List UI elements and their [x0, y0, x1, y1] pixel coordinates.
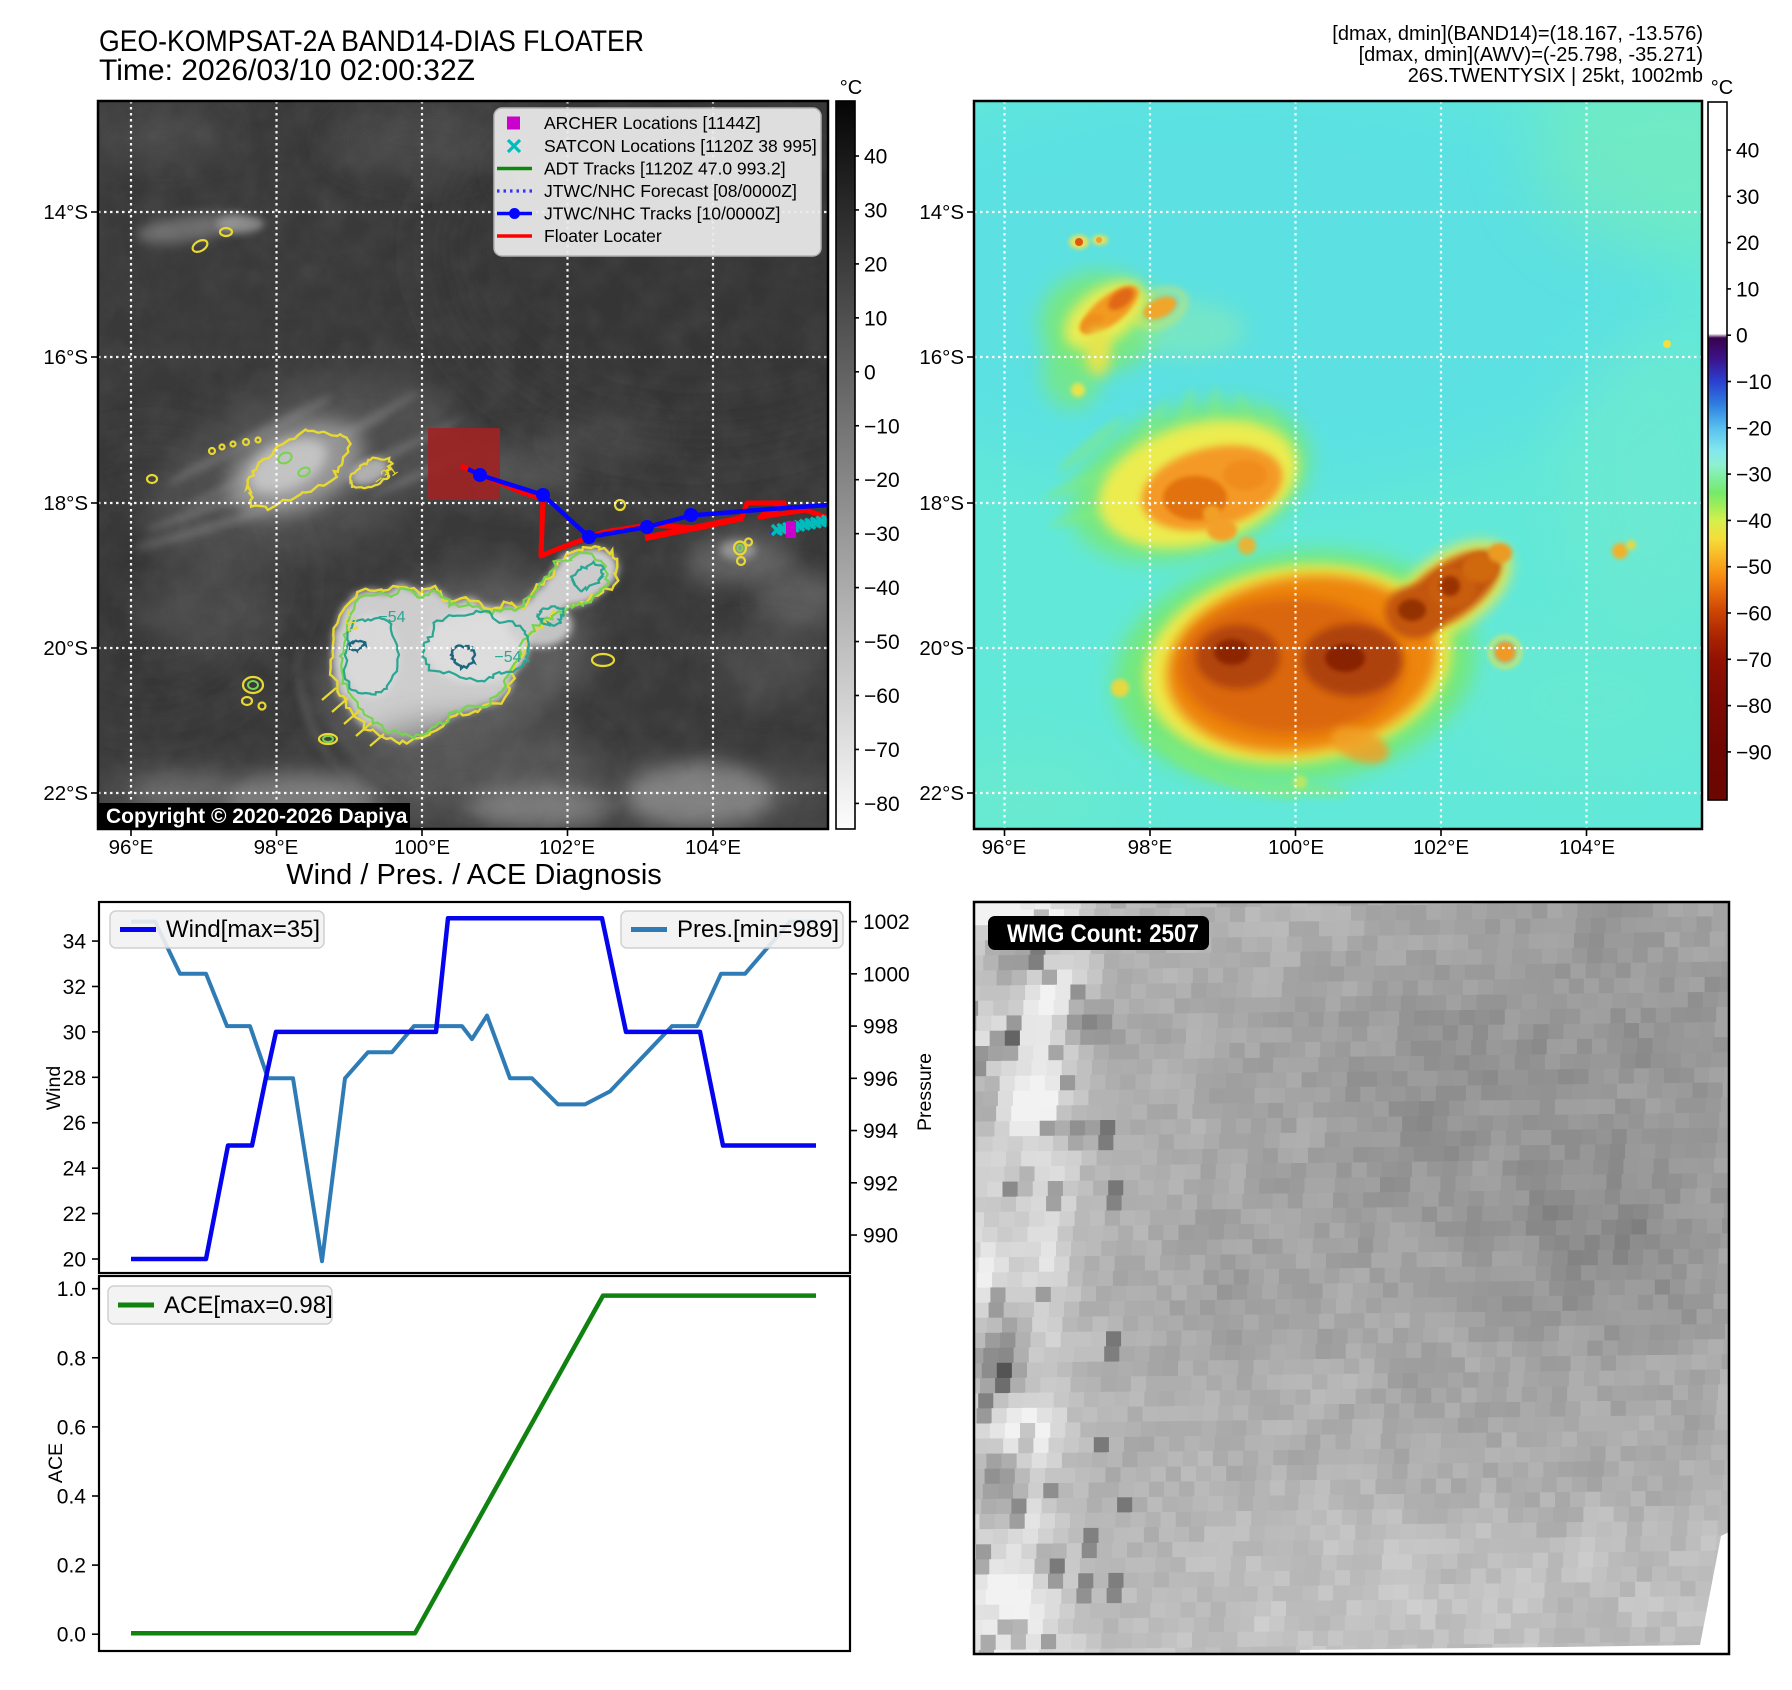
svg-text:32: 32 — [63, 976, 86, 999]
svg-text:Time: 2026/03/10 02:00:32Z: Time: 2026/03/10 02:00:32Z — [99, 54, 475, 87]
svg-text:−70: −70 — [864, 739, 900, 762]
svg-text:0: 0 — [864, 361, 876, 384]
svg-text:40: 40 — [864, 146, 887, 169]
svg-text:WMG Count: 2507: WMG Count: 2507 — [1007, 920, 1199, 948]
svg-text:−60: −60 — [864, 685, 900, 708]
svg-text:10: 10 — [1736, 278, 1759, 301]
svg-text:−50: −50 — [864, 631, 900, 654]
svg-text:[dmax, dmin](AWV)=(-25.798, -3: [dmax, dmin](AWV)=(-25.798, -35.271) — [1359, 44, 1703, 66]
svg-text:34: 34 — [63, 931, 87, 954]
svg-text:994: 994 — [863, 1120, 898, 1143]
svg-text:Copyright © 2020-2026 Dapiya: Copyright © 2020-2026 Dapiya — [106, 805, 408, 828]
svg-text:20°S: 20°S — [43, 637, 88, 660]
svg-text:JTWC/NHC Forecast [08/0000Z]: JTWC/NHC Forecast [08/0000Z] — [544, 181, 797, 201]
svg-text:40: 40 — [1736, 140, 1759, 163]
svg-text:−30: −30 — [1736, 464, 1772, 487]
svg-text:JTWC/NHC Tracks [10/0000Z]: JTWC/NHC Tracks [10/0000Z] — [544, 204, 780, 224]
svg-text:−30: −30 — [864, 523, 900, 546]
svg-text:Floater Locater: Floater Locater — [544, 226, 662, 246]
svg-text:10: 10 — [864, 307, 887, 330]
svg-text:96°E: 96°E — [982, 836, 1027, 859]
svg-text:−40: −40 — [864, 577, 900, 600]
svg-text:−20: −20 — [864, 469, 900, 492]
svg-text:104°E: 104°E — [685, 836, 741, 859]
svg-text:14°S: 14°S — [43, 201, 88, 224]
svg-text:18°S: 18°S — [43, 492, 88, 515]
svg-text:Wind / Pres. / ACE Diagnosis: Wind / Pres. / ACE Diagnosis — [286, 859, 662, 891]
svg-text:14°S: 14°S — [919, 201, 964, 224]
svg-text:998: 998 — [863, 1016, 898, 1039]
svg-text:ACE: ACE — [45, 1443, 67, 1483]
svg-text:−20: −20 — [1736, 417, 1772, 440]
svg-text:−10: −10 — [1736, 371, 1772, 394]
svg-text:0.0: 0.0 — [57, 1624, 86, 1647]
svg-text:−40: −40 — [1736, 510, 1772, 533]
svg-text:20°S: 20°S — [919, 637, 964, 660]
svg-text:98°E: 98°E — [1128, 836, 1173, 859]
svg-text:0.2: 0.2 — [57, 1555, 86, 1578]
svg-text:22°S: 22°S — [43, 782, 88, 805]
svg-text:−90: −90 — [1736, 741, 1772, 764]
svg-text:−54: −54 — [378, 609, 405, 626]
svg-text:16°S: 16°S — [43, 346, 88, 369]
svg-text:20: 20 — [1736, 232, 1759, 255]
svg-text:GEO-KOMPSAT-2A BAND14-DIAS FLO: GEO-KOMPSAT-2A BAND14-DIAS FLOATER — [99, 25, 644, 58]
svg-text:16°S: 16°S — [919, 346, 964, 369]
svg-text:SATCON Locations [1120Z 38 995: SATCON Locations [1120Z 38 995] — [544, 136, 817, 156]
svg-text:−50: −50 — [1736, 556, 1772, 579]
svg-text:Wind[max=35]: Wind[max=35] — [166, 916, 320, 943]
svg-text:102°E: 102°E — [539, 836, 595, 859]
svg-text:0: 0 — [1736, 325, 1748, 348]
svg-text:102°E: 102°E — [1413, 836, 1469, 859]
svg-text:°C: °C — [840, 77, 862, 99]
svg-text:1.0: 1.0 — [57, 1278, 86, 1301]
svg-text:−80: −80 — [864, 793, 900, 816]
svg-text:−60: −60 — [1736, 603, 1772, 626]
svg-text:30: 30 — [1736, 186, 1759, 209]
svg-text:−70: −70 — [1736, 649, 1772, 672]
svg-text:996: 996 — [863, 1068, 898, 1091]
svg-text:−54: −54 — [494, 649, 521, 666]
svg-text:1000: 1000 — [863, 963, 910, 986]
svg-text:−80: −80 — [1736, 695, 1772, 718]
svg-text:24: 24 — [63, 1158, 87, 1181]
svg-text:26S.TWENTYSIX | 25kt, 1002mb: 26S.TWENTYSIX | 25kt, 1002mb — [1408, 65, 1703, 87]
svg-text:Wind: Wind — [43, 1066, 65, 1110]
svg-text:ACE[max=0.98]: ACE[max=0.98] — [164, 1292, 333, 1319]
svg-text:Pres.[min=989]: Pres.[min=989] — [677, 916, 839, 943]
svg-text:26: 26 — [63, 1112, 86, 1135]
svg-text:30: 30 — [63, 1021, 86, 1044]
svg-text:−10: −10 — [864, 415, 900, 438]
svg-text:°C: °C — [1711, 77, 1733, 99]
svg-text:96°E: 96°E — [109, 836, 154, 859]
svg-text:[dmax, dmin](BAND14)=(18.167,: [dmax, dmin](BAND14)=(18.167, -13.576) — [1332, 23, 1703, 45]
svg-text:990: 990 — [863, 1225, 898, 1248]
svg-text:0.4: 0.4 — [57, 1486, 87, 1509]
svg-text:100°E: 100°E — [394, 836, 450, 859]
svg-text:100°E: 100°E — [1268, 836, 1324, 859]
svg-text:−31: −31 — [339, 606, 362, 635]
svg-text:ARCHER Locations [1144Z]: ARCHER Locations [1144Z] — [544, 113, 761, 133]
svg-text:18°S: 18°S — [919, 492, 964, 515]
svg-text:1002: 1002 — [863, 911, 910, 934]
svg-text:22: 22 — [63, 1203, 86, 1226]
svg-text:0.6: 0.6 — [57, 1416, 86, 1439]
svg-text:22°S: 22°S — [919, 782, 964, 805]
svg-text:30: 30 — [864, 199, 887, 222]
svg-text:20: 20 — [63, 1249, 86, 1272]
svg-text:0.8: 0.8 — [57, 1347, 86, 1370]
svg-text:Pressure: Pressure — [914, 1053, 936, 1131]
svg-text:ADT Tracks [1120Z 47.0 993.2]: ADT Tracks [1120Z 47.0 993.2] — [544, 159, 786, 179]
svg-text:98°E: 98°E — [254, 836, 299, 859]
svg-text:992: 992 — [863, 1172, 898, 1195]
svg-text:104°E: 104°E — [1559, 836, 1615, 859]
svg-text:20: 20 — [864, 253, 887, 276]
svg-text:28: 28 — [63, 1067, 86, 1090]
